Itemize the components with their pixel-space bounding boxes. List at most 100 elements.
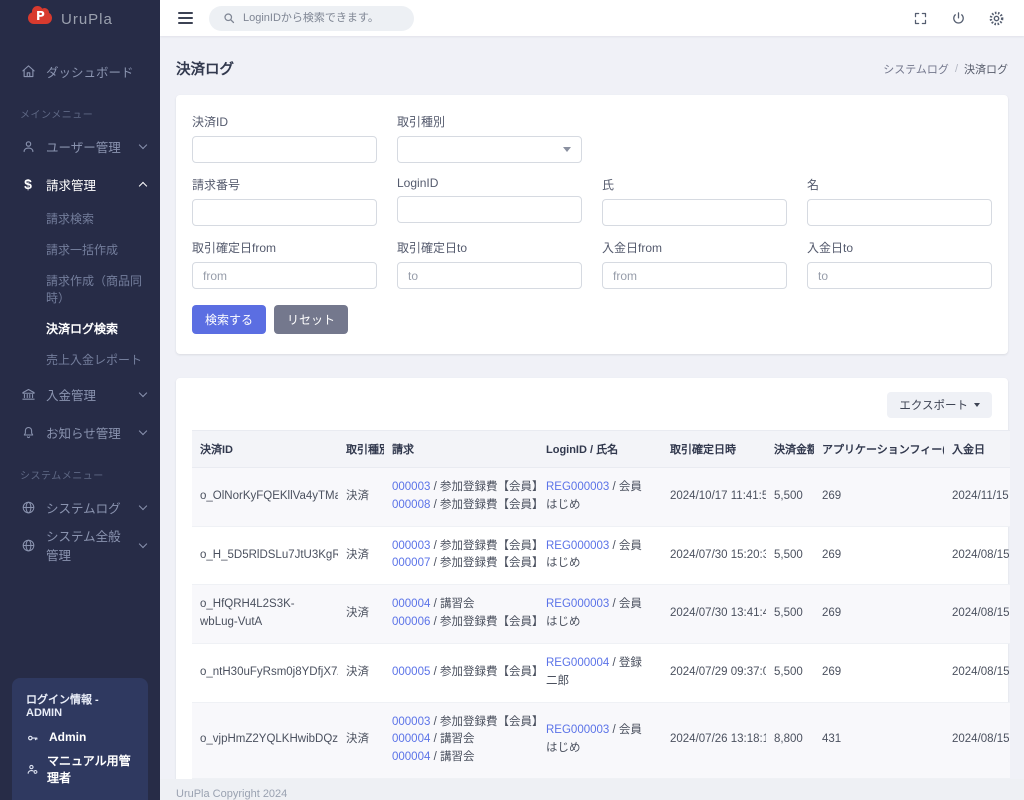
- breadcrumb-parent-link[interactable]: システムログ: [883, 63, 949, 76]
- globe-icon: [20, 500, 36, 515]
- reset-button[interactable]: リセット: [274, 305, 349, 334]
- deposit-date-from-input[interactable]: [602, 262, 787, 289]
- payment-id-cell: o_ntH30uFyRsm0j8YDfjX7Ag: [192, 643, 338, 703]
- sidebar-nav: ダッシュボード メインメニュー ユーザー管理 $ 請求管理 請求検索 請求一括作成…: [0, 38, 160, 564]
- sidebar-item-user-management[interactable]: ユーザー管理: [0, 127, 160, 165]
- column-header: 請求: [384, 430, 538, 468]
- invoice-cell: 000003 / 参加登録費【会員】 000007 / 参加登録費【会員】: [384, 526, 538, 586]
- invoice-link[interactable]: 000008: [392, 498, 431, 511]
- login-id-link[interactable]: REG000003: [546, 724, 610, 737]
- invoice-link[interactable]: 000004: [392, 598, 431, 611]
- power-logout-button[interactable]: [946, 6, 970, 30]
- sidebar-item-dashboard[interactable]: ダッシュボード: [0, 52, 160, 90]
- transaction-type-cell: 決済: [338, 584, 384, 644]
- fee-cell: 269: [814, 467, 944, 527]
- login-id-label: LoginID: [397, 176, 439, 190]
- payment-id-input[interactable]: [192, 136, 377, 163]
- payment-id-field: 決済ID: [192, 113, 377, 163]
- invoice-line: 000006 / 参加登録費【会員】: [392, 616, 538, 629]
- sidebar-item-billing-management[interactable]: $ 請求管理: [0, 165, 160, 203]
- table-row: o_OlNorKyFQEKllVa4yTMapw決済000003 / 参加登録費…: [192, 467, 1010, 527]
- fee-cell: 431: [814, 702, 944, 779]
- app-logo[interactable]: P UruPla: [0, 0, 160, 38]
- export-button[interactable]: エクスポート: [887, 392, 992, 418]
- invoice-link[interactable]: 000004: [392, 733, 431, 746]
- export-button-label: エクスポート: [899, 400, 968, 412]
- invoice-line: 000007 / 参加登録費【会員】: [392, 557, 538, 570]
- deposit-date-to-input[interactable]: [807, 262, 992, 289]
- invoice-link[interactable]: 000004: [392, 751, 431, 764]
- payments-table-card: エクスポート 決済ID取引種別請求LoginID / 氏名取引確定日時決済金額ア…: [176, 378, 1010, 800]
- login-id-link[interactable]: REG000003: [546, 481, 610, 493]
- login-role-row: マニュアル用管理者: [26, 752, 134, 786]
- column-header: 決済金額: [766, 430, 814, 468]
- main-area: 決済ログ システムログ / 決済ログ 決済ID 取引種別: [160, 0, 1024, 800]
- sidebar-item-system-general[interactable]: システム全般管理: [0, 526, 160, 564]
- fixed-date-from-label: 取引確定日from: [192, 241, 277, 255]
- column-header: 入金日: [944, 430, 1010, 468]
- invoice-line: 000003 / 参加登録費【会員】: [392, 481, 538, 493]
- sidebar-subitem-link[interactable]: 請求検索: [46, 212, 95, 226]
- settings-gear-button[interactable]: [984, 6, 1008, 30]
- menu-toggle-button[interactable]: [176, 8, 195, 28]
- transaction-type-cell: 決済: [338, 702, 384, 779]
- sidebar-subitem-link[interactable]: 売上入金レポート: [46, 353, 143, 367]
- login-id-link[interactable]: REG000003: [546, 539, 610, 552]
- first-name-label: 名: [807, 178, 820, 192]
- fixed-datetime-cell: 2024/07/29 09:37:01: [662, 643, 766, 703]
- sidebar-subitem-link[interactable]: 請求作成（商品同時）: [46, 274, 143, 305]
- fullscreen-button[interactable]: [908, 6, 932, 30]
- deposit-date-to-field: 入金日to: [807, 239, 992, 289]
- deposit-date-cell: 2024/08/15: [944, 702, 1010, 779]
- login-id-link[interactable]: REG000003: [546, 598, 610, 611]
- fixed-date-to-input[interactable]: [397, 262, 582, 289]
- global-search[interactable]: [209, 5, 414, 31]
- invoice-link[interactable]: 000003: [392, 481, 431, 493]
- column-header: アプリケーションフィー(税抜): [814, 430, 944, 468]
- invoice-line: 000003 / 参加登録費【会員】: [392, 715, 538, 728]
- login-id-input[interactable]: [397, 196, 582, 223]
- column-header: 取引種別: [338, 430, 384, 468]
- invoice-no-input[interactable]: [192, 199, 377, 226]
- sidebar-subitem-link[interactable]: 請求一括作成: [46, 243, 119, 257]
- sidebar-item-system-log[interactable]: システムログ: [0, 488, 160, 526]
- fixed-date-from-input[interactable]: [192, 262, 377, 289]
- search-button[interactable]: 検索する: [192, 305, 267, 334]
- invoice-link[interactable]: 000006: [392, 616, 431, 629]
- search-icon: [223, 12, 235, 24]
- invoice-no-field: 請求番号: [192, 176, 377, 226]
- search-input[interactable]: [243, 12, 400, 24]
- deposit-date-from-field: 入金日from: [602, 239, 787, 289]
- chevron-down-icon: [138, 426, 148, 435]
- payment-id-cell: o_HfQRH4L2S3K-wbLug-VutA: [192, 584, 338, 644]
- sidebar-item-notice-management[interactable]: お知らせ管理: [0, 413, 160, 451]
- key-icon: [26, 731, 41, 744]
- deposit-date-cell: 2024/11/15: [944, 467, 1010, 527]
- sidebar-item-deposit-management[interactable]: 入金管理: [0, 375, 160, 413]
- column-header: 決済ID: [192, 430, 338, 468]
- invoice-line: 000004 / 講習会: [392, 733, 475, 746]
- login-id-field: LoginID: [397, 176, 582, 226]
- fixed-datetime-cell: 2024/10/17 11:41:56: [662, 467, 766, 527]
- amount-cell: 8,800: [766, 702, 814, 779]
- invoice-link[interactable]: 000005: [392, 665, 431, 678]
- invoice-link[interactable]: 000003: [392, 539, 431, 552]
- topbar: [160, 0, 1024, 36]
- transaction-type-field: 取引種別: [397, 113, 582, 163]
- transaction-type-select[interactable]: [397, 136, 582, 163]
- last-name-field: 氏: [602, 176, 787, 226]
- login-id-link[interactable]: REG000004: [546, 656, 610, 669]
- last-name-label: 氏: [602, 178, 615, 192]
- deposit-date-cell: 2024/08/15: [944, 526, 1010, 586]
- first-name-input[interactable]: [807, 199, 992, 226]
- invoice-link[interactable]: 000003: [392, 715, 431, 728]
- sidebar-subitem-active[interactable]: 決済ログ検索: [46, 322, 119, 336]
- bank-icon: [20, 387, 36, 402]
- fixed-date-from-field: 取引確定日from: [192, 239, 377, 289]
- login-role-name: マニュアル用管理者: [47, 754, 131, 785]
- table-header-row: 決済ID取引種別請求LoginID / 氏名取引確定日時決済金額アプリケーション…: [192, 430, 1010, 468]
- invoice-link[interactable]: 000007: [392, 557, 431, 570]
- home-icon: [20, 64, 36, 79]
- last-name-input[interactable]: [602, 199, 787, 226]
- invoice-line: 000003 / 参加登録費【会員】: [392, 539, 538, 552]
